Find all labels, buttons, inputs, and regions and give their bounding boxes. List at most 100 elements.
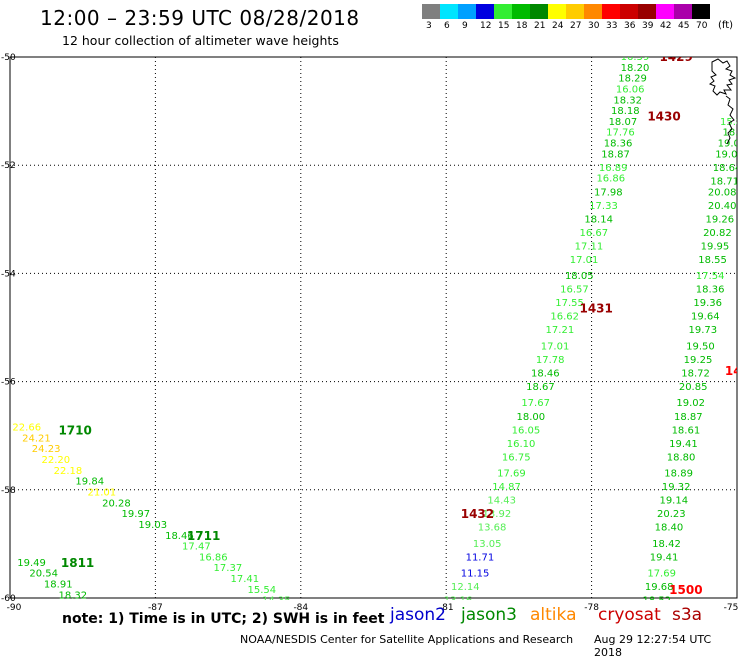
swh-value-label: 18.72 xyxy=(681,368,710,379)
swh-value-label: 19.64 xyxy=(691,312,720,323)
swh-value-label: 18.07 xyxy=(609,117,638,128)
swh-value-label: 18.55 xyxy=(698,255,727,266)
swh-value-label: 18.32 xyxy=(58,590,87,601)
legend-label: 18 xyxy=(516,21,528,31)
swh-value-label: 18.46 xyxy=(531,368,560,379)
swh-value-label: 20.54 xyxy=(29,569,58,580)
swh-value-label: 24.21 xyxy=(22,433,51,444)
swh-value-label: 18.20 xyxy=(621,63,650,74)
chart-title: 12:00 – 23:59 UTC 08/28/2018 xyxy=(40,6,360,30)
legend-swatch xyxy=(692,4,710,19)
y-tick-label: -52 xyxy=(1,161,16,171)
swh-value-label: 19.09 xyxy=(715,149,740,160)
legend-swatch xyxy=(566,4,584,19)
mission-jason3: jason3 xyxy=(461,605,517,625)
chart-subtitle: 12 hour collection of altimeter wave hei… xyxy=(62,33,339,48)
swh-value-label: 18.91 xyxy=(44,579,73,590)
swh-value-label: 16.05 xyxy=(512,425,541,436)
swh-value-label: 19.41 xyxy=(669,439,698,450)
legend-swatch xyxy=(422,4,440,19)
legend-swatch xyxy=(584,4,602,19)
swh-value-label: 12.14 xyxy=(451,582,480,593)
legend-swatch xyxy=(602,4,620,19)
swh-value-label: 16.57 xyxy=(560,285,589,296)
swh-value-label: 17.33 xyxy=(589,201,618,212)
plot-frame xyxy=(9,56,738,599)
swh-value-label: 22.18 xyxy=(54,466,83,477)
swh-value-label: 20.23 xyxy=(657,509,686,520)
credit: NOAA/NESDIS Center for Satellite Applica… xyxy=(240,633,574,646)
swh-value-label: 19.36 xyxy=(693,298,722,309)
swh-value-label: 19.95 xyxy=(701,241,730,252)
swh-value-label: 19.68 xyxy=(645,582,674,593)
pass-time-label: 1432 xyxy=(461,507,494,521)
swh-value-label: 19.41 xyxy=(650,552,679,563)
swh-value-label: 16.62 xyxy=(550,312,579,323)
swh-value-label: 13.92 xyxy=(483,509,512,520)
swh-value-label: 18.18 xyxy=(611,106,640,117)
swh-value-label: 17.01 xyxy=(570,255,599,266)
legend-swatch xyxy=(638,4,656,19)
swh-value-label: 15.11 xyxy=(134,634,163,645)
pass-time-label: 1431 xyxy=(579,302,612,316)
swh-value-label: 17.69 xyxy=(497,469,526,480)
mission-s3a: s3a xyxy=(672,605,703,625)
swh-value-label: 18.80 xyxy=(667,452,696,463)
x-tick-label: -81 xyxy=(439,603,454,613)
legend-label: 3 xyxy=(426,21,432,31)
mission-altika: altika xyxy=(530,605,577,625)
legend-label: 6 xyxy=(444,21,450,31)
swh-value-label: 15.85 xyxy=(720,117,740,128)
swh-value-label: 18.71 xyxy=(710,176,739,187)
swh-value-label: 18.67 xyxy=(526,382,555,393)
legend-swatch xyxy=(674,4,692,19)
swh-value-label: 22.20 xyxy=(42,455,71,466)
swh-value-label: 18.40 xyxy=(655,523,684,534)
legend-swatch xyxy=(440,4,458,19)
swh-value-label: 20.82 xyxy=(703,228,732,239)
legend-swatch xyxy=(476,4,494,19)
swh-value-label: 18.87 xyxy=(674,412,703,423)
legend-label: 42 xyxy=(660,21,672,31)
legend-label: 30 xyxy=(588,21,600,31)
swh-value-label: 17.54 xyxy=(696,271,725,282)
swh-value-label: 16.86 xyxy=(596,174,625,185)
swh-value-label: 22.66 xyxy=(12,423,41,434)
swh-value-label: 16.67 xyxy=(579,228,608,239)
legend-label: 9 xyxy=(462,21,468,31)
legend-label: 45 xyxy=(678,21,690,31)
swh-value-label: 18.42 xyxy=(652,539,681,550)
swh-value-label: 17.55 xyxy=(555,298,584,309)
swh-value-label: 17.98 xyxy=(594,187,623,198)
swh-value-label: 18.87 xyxy=(601,149,630,160)
swh-value-label: 19.84 xyxy=(75,477,104,488)
swh-value-label: 19.32 xyxy=(662,482,691,493)
swh-value-label: 19.50 xyxy=(686,341,715,352)
legend-label: 27 xyxy=(570,21,582,31)
swh-value-label: 19.25 xyxy=(684,355,713,366)
swh-value-label: 17.78 xyxy=(536,355,565,366)
swh-value-label: 15.18 xyxy=(151,644,180,650)
y-tick-label: -60 xyxy=(1,594,16,604)
swh-value-label: 16.75 xyxy=(502,452,531,463)
swh-value-label: 21.01 xyxy=(88,488,117,499)
footnote: note: 1) Time is in UTC; 2) SWH is in fe… xyxy=(62,611,385,627)
mission-jason2: jason2 xyxy=(390,605,446,625)
swh-value-label: 24.23 xyxy=(32,444,61,455)
pass-time-label: 1500 xyxy=(669,583,702,597)
swh-value-label: 14.87 xyxy=(492,482,521,493)
swh-value-label: 19.02 xyxy=(676,398,705,409)
swh-value-label: 18.36 xyxy=(604,139,633,150)
legend-unit: (ft) xyxy=(718,20,734,31)
swh-value-label: 18.46 xyxy=(165,531,194,542)
swh-value-label: 19.14 xyxy=(659,496,688,507)
swh-value-label: 13.05 xyxy=(473,539,502,550)
legend-label: 36 xyxy=(624,21,636,31)
legend-label: 39 xyxy=(642,21,654,31)
swh-value-label: 18.14 xyxy=(584,214,613,225)
swh-value-label: 19.49 xyxy=(17,558,46,569)
swh-value-label: 11.71 xyxy=(466,552,495,563)
coastline xyxy=(708,58,737,145)
swh-value-label: 20.28 xyxy=(102,498,131,509)
swh-value-label: 16.06 xyxy=(616,84,645,95)
